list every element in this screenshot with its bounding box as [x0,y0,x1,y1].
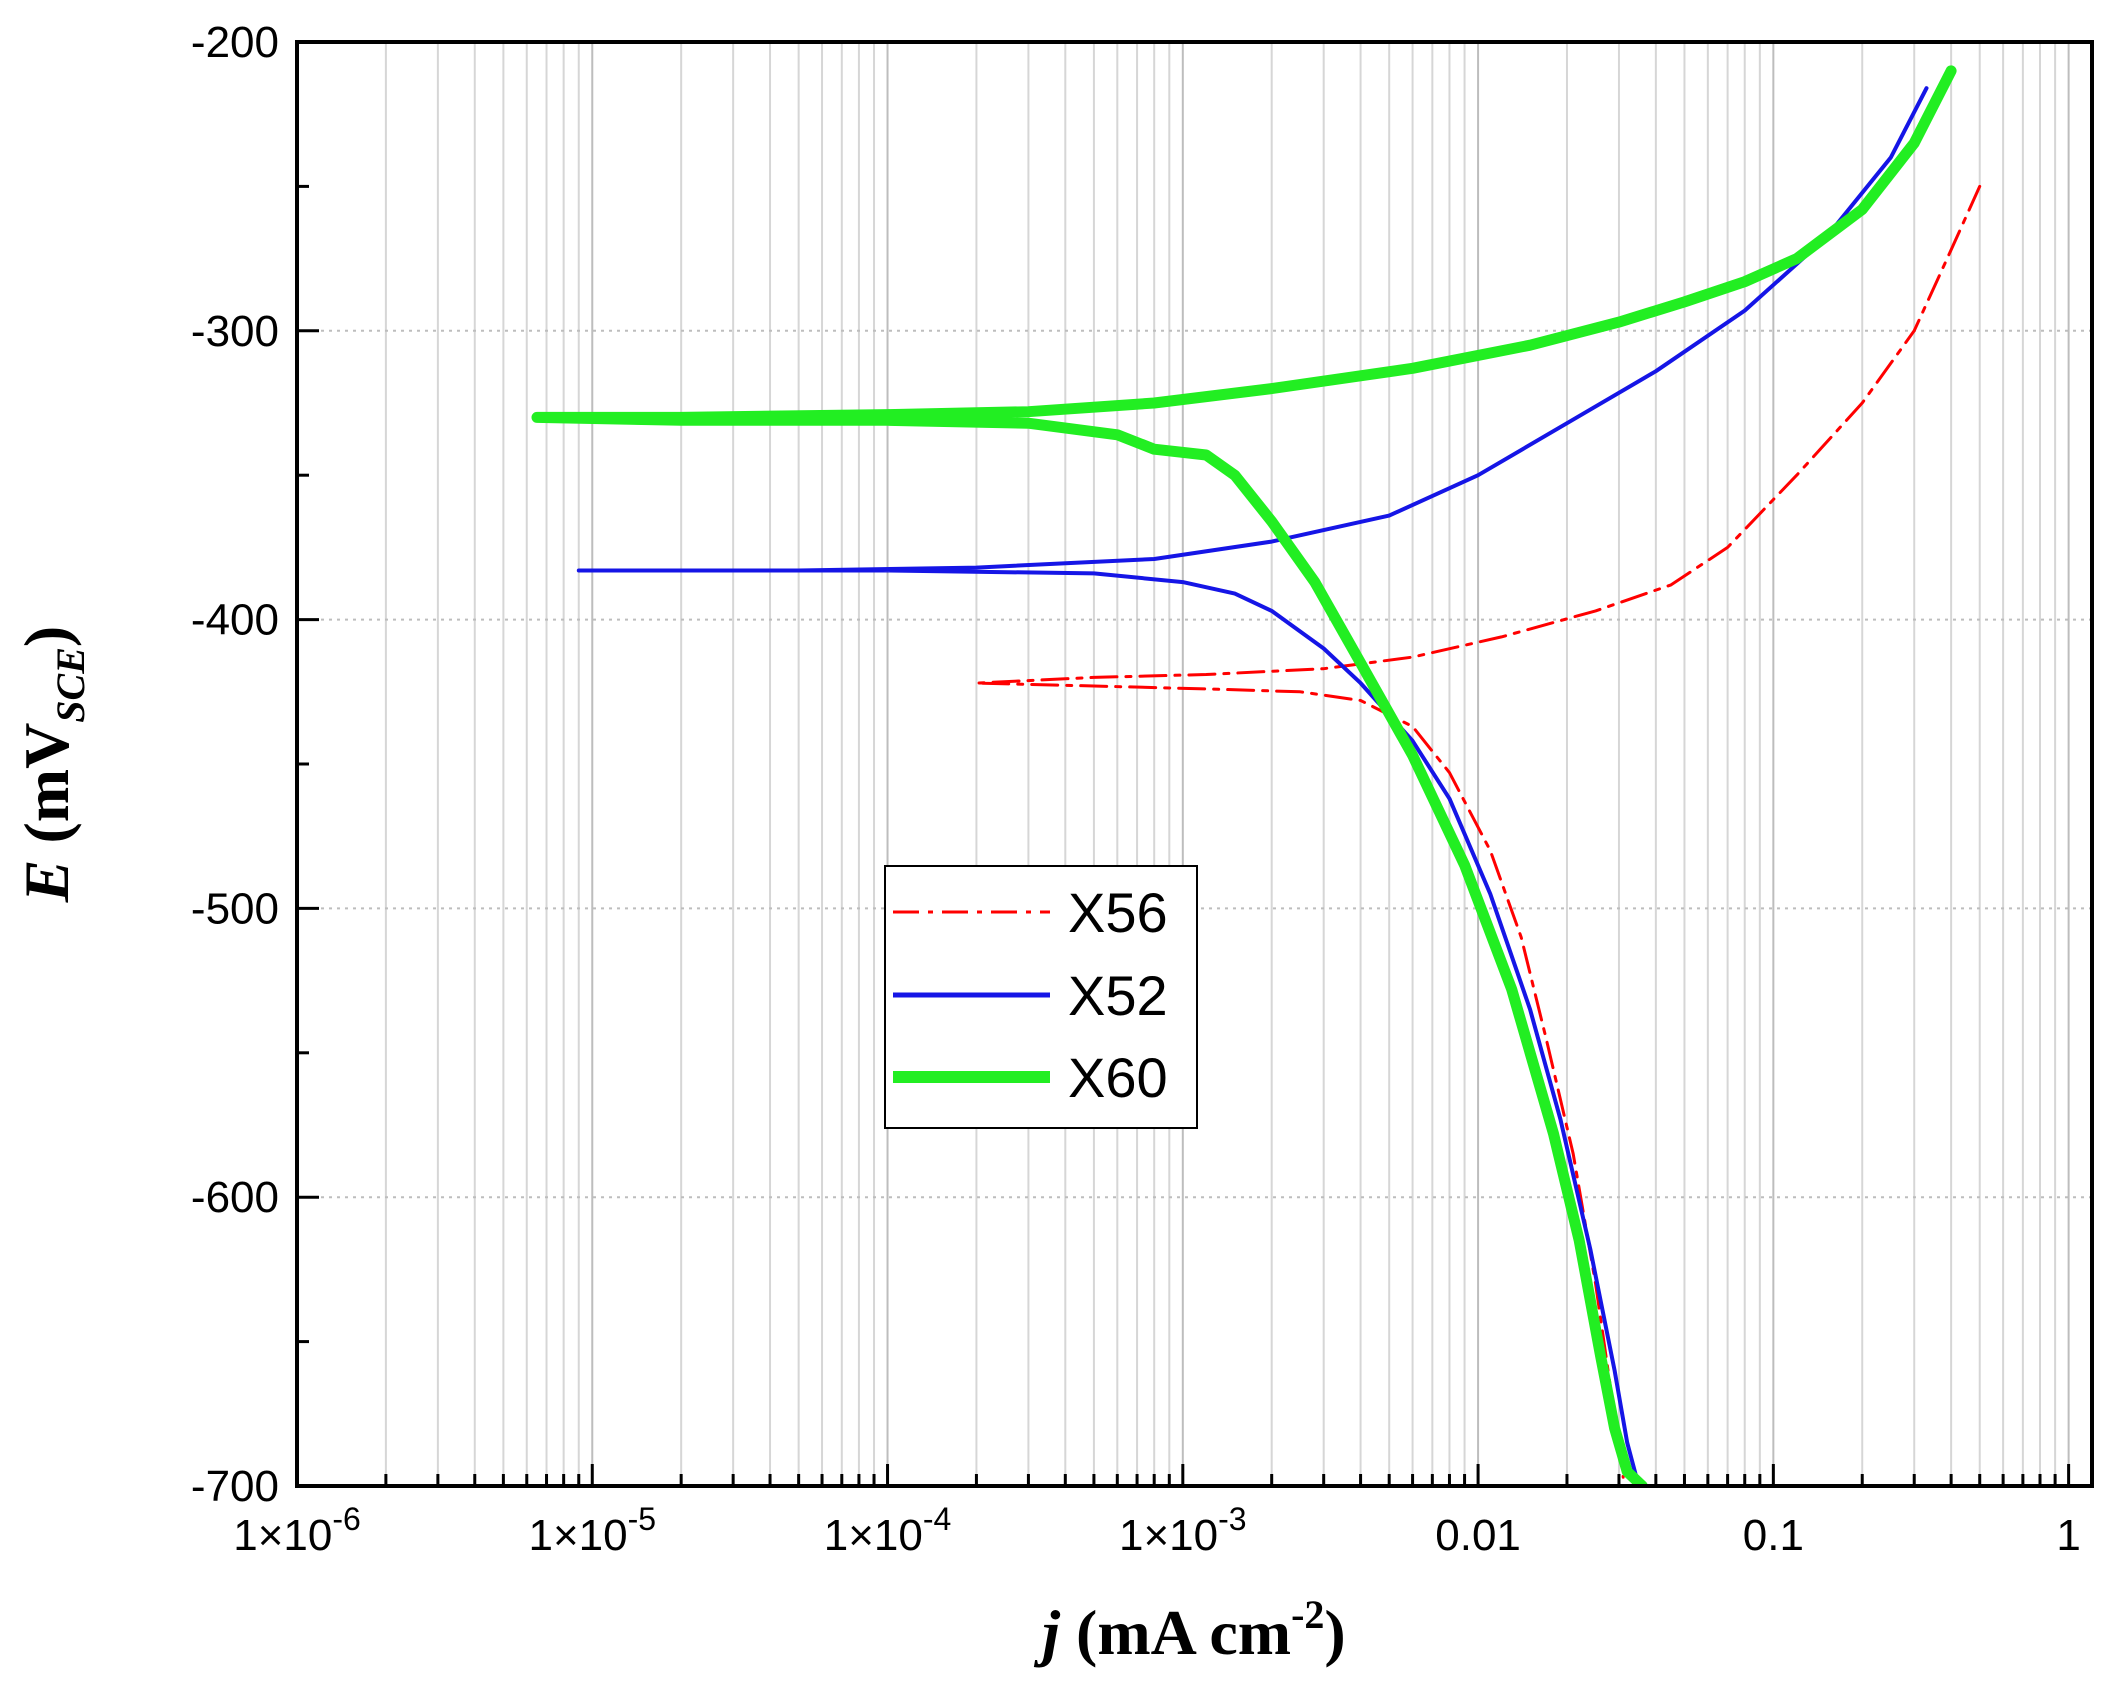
x-tick-label: 1 [2056,1511,2080,1560]
x-tick-label: 0.1 [1743,1511,1804,1560]
x-axis-unit-close: ) [1324,1597,1345,1668]
x-axis-unit-exponent: -2 [1291,1592,1324,1637]
series-layer [531,65,1982,1486]
grid-lines [296,42,2092,1486]
legend: X56 X52 X60 [884,865,1198,1129]
x-tick-label: 1×10-3 [1119,1501,1247,1560]
axis-ticks [295,40,2071,1488]
x-axis-unit: (mA cm [1076,1597,1291,1668]
legend-label-x56: X56 [1068,881,1168,944]
y-axis-symbol: E [11,860,82,904]
legend-label-x60: X60 [1068,1046,1168,1109]
y-axis-title: E (mVSCE) [11,626,93,903]
y-tick-label: -200 [191,18,279,67]
x-tick-label: 1×10-6 [233,1501,361,1560]
x-tick-label: 1×10-4 [824,1501,952,1560]
series-line-x60 [531,65,1957,1486]
series-line-x52 [576,86,1929,1486]
y-axis-unit-close: ) [11,626,82,647]
x-tick-label: 0.01 [1435,1511,1521,1560]
x-tick-labels: 1×10-6 1×10-5 1×10-4 1×10-3 0.01 0.1 1 [233,1501,2081,1560]
y-tick-label: -400 [191,596,279,645]
y-tick-label: -500 [191,884,279,933]
y-axis-unit-subscript: SCE [48,647,93,723]
legend-label-x52: X52 [1068,964,1168,1027]
y-tick-label: -300 [191,307,279,356]
y-tick-label: -600 [191,1173,279,1222]
x-tick-label: 1×10-5 [528,1501,656,1560]
y-axis-unit: (mV [11,723,82,844]
series-line-x56 [974,184,1982,1479]
y-tick-labels: -200 -300 -400 -500 -600 -700 [191,18,279,1511]
y-tick-label: -700 [191,1462,279,1511]
